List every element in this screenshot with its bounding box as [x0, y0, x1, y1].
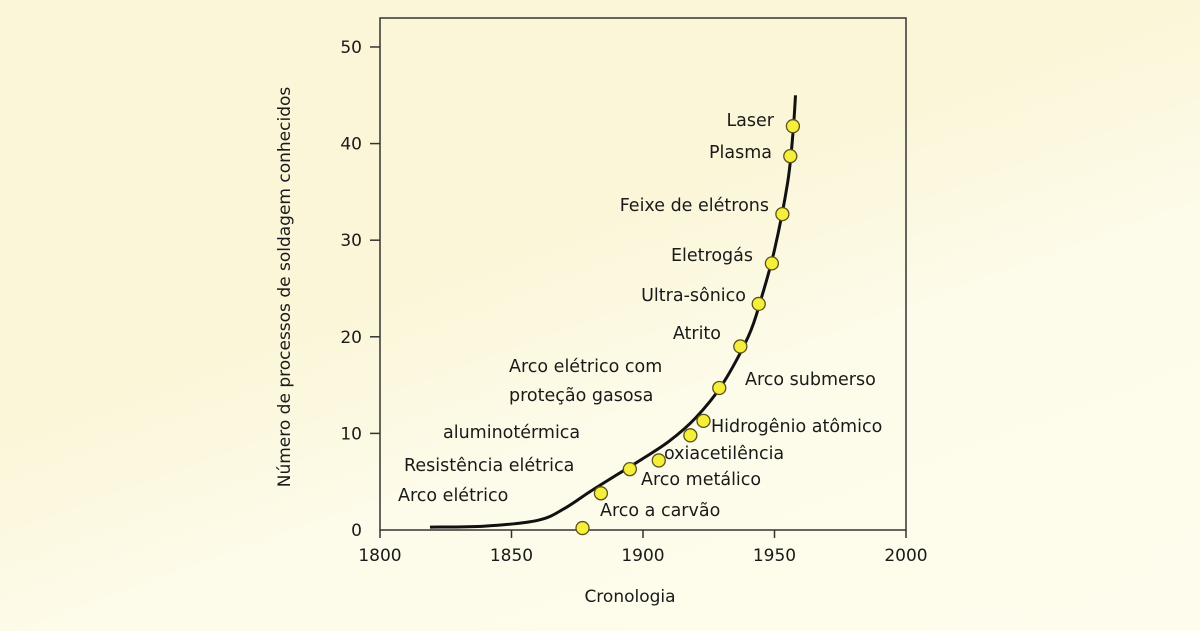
data-point-marker [622, 461, 637, 477]
data-point-marker [696, 413, 711, 428]
point-label-line: Arco elétrico [398, 486, 508, 506]
point-label-line: Eletrogás [671, 246, 753, 266]
data-point-marker [651, 453, 666, 468]
y-tick-label: 40 [340, 135, 362, 155]
point-label: Arco a carvão [600, 501, 720, 521]
x-tick-label: 1800 [358, 546, 401, 566]
x-tick-label: 1850 [490, 546, 533, 566]
point-labels: Laser Plasma Feixe de elétrons Eletrogás Ult… [398, 111, 882, 521]
point-label-line: Arco submerso [745, 370, 876, 390]
point-label: Atrito [673, 324, 721, 344]
y-tick-label: 10 [340, 424, 362, 444]
x-axis-ticks: 1800 1850 1900 1950 2000 [358, 530, 928, 566]
point-label: Hidrogênio atômico [711, 417, 882, 437]
point-label-line: Hidrogênio atômico [711, 417, 882, 437]
data-point-marker [575, 520, 590, 536]
data-point-marker [733, 339, 748, 354]
point-label-line: Plasma [709, 143, 772, 163]
y-tick-label: 50 [340, 38, 362, 58]
point-label-line: Laser [726, 111, 774, 131]
x-tick-label: 2000 [884, 546, 927, 566]
x-tick-label: 1950 [753, 546, 796, 566]
data-points [575, 119, 801, 536]
y-tick-label: 0 [351, 521, 362, 541]
data-point-marker [593, 486, 609, 501]
point-label-line: proteção gasosa [509, 386, 653, 406]
point-label: Arco elétrico com proteção gasosa [509, 357, 662, 406]
point-label: Ultra-sônico [641, 286, 746, 306]
data-point-marker [764, 256, 780, 271]
plot-frame [379, 17, 907, 531]
data-point-marker [683, 428, 698, 443]
data-point-marker [783, 148, 798, 164]
x-axis-title: Cronologia [584, 587, 675, 607]
x-tick-label: 1900 [621, 546, 664, 566]
point-label-line: oxiacetilência [664, 444, 784, 464]
point-label: Arco metálico [641, 470, 761, 490]
point-label: Arco elétrico [398, 486, 508, 506]
point-label: Resistência elétrica [404, 456, 574, 476]
point-label-line: Arco elétrico com [509, 357, 662, 377]
point-label: Eletrogás [671, 246, 753, 266]
point-label: Arco submerso [745, 370, 876, 390]
point-label-line: Atrito [673, 324, 721, 344]
point-label: Laser [726, 111, 774, 131]
data-point-marker [751, 296, 766, 312]
point-label-line: aluminotérmica [443, 423, 580, 443]
point-label-line: Arco metálico [641, 470, 761, 490]
data-point-marker [775, 206, 790, 222]
point-label-line: Ultra-sônico [641, 286, 746, 306]
point-label-line: Feixe de elétrons [620, 196, 769, 216]
point-label: aluminotérmica [443, 423, 580, 443]
point-label-line: Resistência elétrica [404, 456, 574, 476]
y-tick-label: 30 [340, 231, 362, 251]
data-point-marker [712, 380, 727, 396]
point-label-line: Arco a carvão [600, 501, 720, 521]
point-label: oxiacetilência [664, 444, 784, 464]
y-axis-ticks: 0 10 20 30 40 50 [340, 38, 380, 541]
y-axis-title: Número de processos de soldagem conhecid… [275, 87, 295, 488]
data-point-marker [785, 119, 801, 134]
point-label: Plasma [709, 143, 772, 163]
point-label: Feixe de elétrons [620, 196, 769, 216]
y-tick-label: 20 [340, 328, 362, 348]
